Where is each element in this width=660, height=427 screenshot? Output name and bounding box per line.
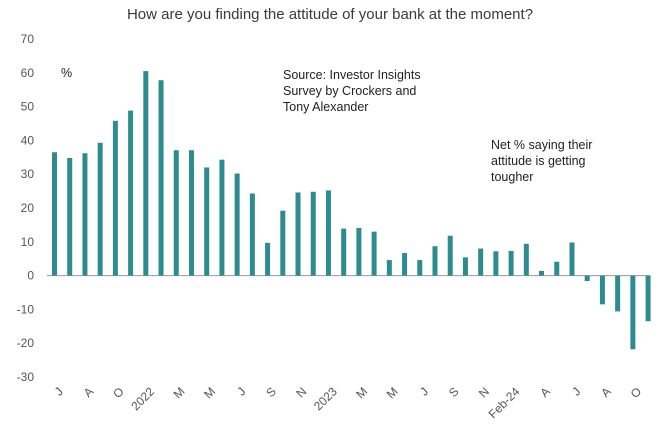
bar [143, 71, 149, 276]
x-tick-label: J [569, 384, 583, 398]
bar [67, 157, 73, 276]
x-tick-label: S [446, 384, 462, 400]
x-tick-label: J [52, 384, 66, 398]
bar [52, 152, 57, 276]
x-tick-label: M [171, 384, 188, 401]
source-annotation: Source: Investor Insights Survey by Croc… [283, 68, 421, 114]
bar [615, 275, 621, 312]
bar [539, 270, 545, 276]
y-tick-label: 20 [21, 201, 35, 215]
chart-title: How are you finding the attitude of your… [126, 6, 534, 23]
y-tick-label: 40 [21, 133, 35, 147]
unit-label: % [61, 66, 73, 80]
bar [173, 150, 179, 276]
x-tick-label: J [234, 384, 248, 398]
bar [356, 227, 362, 276]
bar [386, 260, 392, 276]
x-tick-label: N [476, 384, 492, 400]
bar [112, 120, 118, 276]
y-tick-label: 0 [27, 269, 34, 283]
y-tick-label: -30 [17, 370, 35, 384]
y-tick-label: -10 [17, 302, 35, 316]
bar [462, 257, 468, 276]
series-annotation: Net % saying their attitude is getting t… [491, 138, 593, 184]
bar [295, 192, 301, 276]
bar [417, 260, 423, 276]
bar [265, 242, 271, 276]
x-tick-label: M [384, 384, 401, 401]
bar [204, 167, 210, 276]
x-tick-label: M [201, 384, 218, 401]
bar [310, 191, 316, 276]
bar [402, 252, 408, 276]
x-tick-label: J [417, 384, 431, 398]
bars-layer [52, 71, 651, 350]
bar [630, 275, 636, 350]
bar [82, 153, 88, 276]
bar [432, 246, 438, 276]
x-tick-label: M [353, 384, 370, 401]
bar [128, 110, 134, 276]
bar [508, 250, 514, 276]
bar [493, 251, 499, 276]
y-tick-label: 30 [21, 167, 35, 181]
y-tick-label: 60 [21, 66, 35, 80]
bar [478, 248, 484, 276]
y-tick-label: -20 [17, 336, 35, 350]
bar [569, 242, 575, 276]
bar [325, 190, 331, 276]
x-tick-label: A [598, 384, 614, 400]
bar [371, 231, 377, 276]
y-tick-label: 10 [21, 235, 35, 249]
bar [341, 228, 347, 276]
bar [447, 235, 453, 276]
x-tick-label: A [81, 384, 97, 400]
x-tick-label: S [263, 384, 279, 400]
bar [280, 210, 286, 276]
y-tick-label: 70 [21, 32, 35, 46]
x-tick-label: N [293, 384, 309, 400]
bar [234, 173, 240, 276]
bar [219, 159, 225, 276]
bar [584, 275, 590, 282]
bar [188, 150, 194, 276]
x-tick-label: O [628, 384, 645, 401]
bar [554, 261, 560, 276]
y-tick-label: 50 [21, 100, 35, 114]
x-tick-label: 2022 [128, 384, 157, 413]
x-tick-label: O [110, 384, 127, 401]
x-tick-label: A [537, 384, 553, 400]
bar [599, 275, 605, 305]
bar [249, 193, 255, 276]
bar [97, 142, 103, 276]
x-tick-label: 2023 [311, 384, 340, 413]
x-tick-label: Feb-24 [486, 384, 523, 421]
axis-layer: -30 -20 -10 0 10 20 30 40 50 60 70 [17, 32, 650, 384]
bar [158, 80, 164, 276]
bar [523, 243, 529, 276]
bar [645, 275, 651, 322]
